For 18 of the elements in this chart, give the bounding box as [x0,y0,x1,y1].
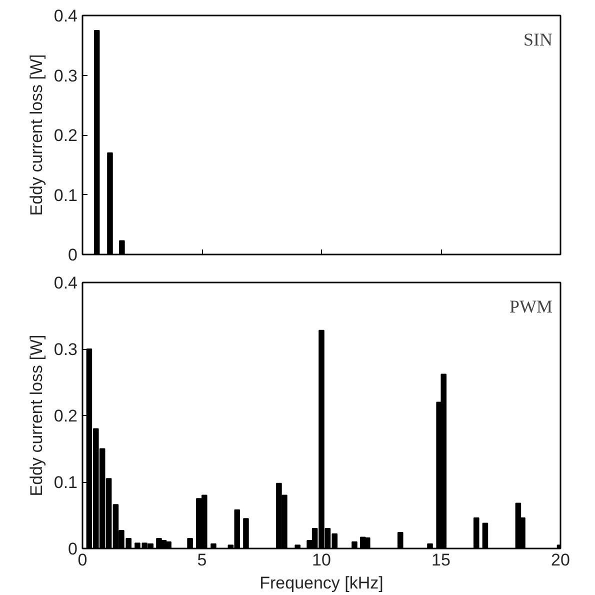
y-tick-label: 0.4 [54,274,78,292]
y-tick-label: 0.2 [54,406,78,426]
y-tick-label: 0 [68,246,78,264]
y-tick-label: 0.1 [54,186,78,205]
y-tick-label: 0.2 [54,126,78,145]
y-tick-label: 0.3 [54,66,78,86]
y-tick-label: 0.3 [54,340,78,359]
y-tick-label: 0.1 [54,473,78,492]
x-tick-label: 10 [312,550,331,570]
x-axis-title: Frequency [kHz] [260,574,384,592]
x-tick-label: 20 [551,550,570,570]
y-tick-label: 0.4 [54,6,78,26]
y-axis-title: Eddy current loss [W] [26,54,46,216]
x-tick-label: 5 [197,550,207,570]
annotation: SIN [523,30,553,50]
annotation: PWM [509,296,553,316]
x-tick-label: 15 [432,550,450,570]
y-axis-title: Eddy current loss [W] [26,334,46,496]
